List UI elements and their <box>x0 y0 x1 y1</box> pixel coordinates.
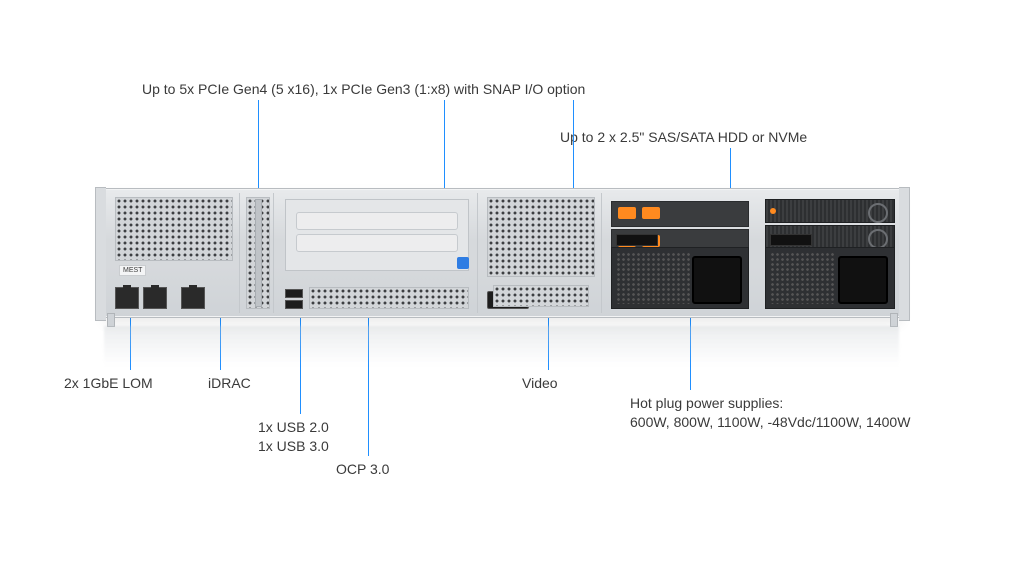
callout-hdd: Up to 2 x 2.5" SAS/SATA HDD or NVMe <box>560 128 807 147</box>
drive-led-icon <box>770 208 776 214</box>
lom-port-2 <box>143 287 167 309</box>
callout-usb-line1: 1x USB 2.0 <box>258 418 329 437</box>
zone-lom: MEST <box>109 193 240 313</box>
callout-ocp: OCP 3.0 <box>336 460 389 479</box>
foot-right <box>890 313 898 327</box>
release-tab-icon <box>642 207 660 219</box>
hdd-bay-1 <box>765 199 895 223</box>
zone-pcie-tall <box>243 193 274 313</box>
power-inlet-icon <box>692 256 742 304</box>
callout-psu-line2: 600W, 800W, 1100W, -48Vdc/1100W, 1400W <box>630 413 910 432</box>
zone-psu2 <box>759 193 895 313</box>
usb-stack <box>285 289 303 309</box>
callout-usb-line2: 1x USB 3.0 <box>258 437 329 456</box>
leader-line <box>444 100 445 200</box>
rack-ear-right <box>899 187 910 321</box>
lom-port-1 <box>115 287 139 309</box>
leader-line <box>573 100 574 200</box>
callout-idrac: iDRAC <box>208 374 251 393</box>
zone-riser <box>277 193 478 313</box>
zone-psu1 <box>605 193 755 313</box>
port-row <box>115 283 233 309</box>
callout-usb: 1x USB 2.0 1x USB 3.0 <box>258 418 329 456</box>
diagram-canvas: Up to 5x PCIe Gen4 (5 x16), 1x PCIe Gen3… <box>0 0 1024 561</box>
release-tab-icon <box>618 207 636 219</box>
pcie-slot-strip <box>255 199 262 307</box>
drive-blank-bar <box>611 201 749 227</box>
pcie-slot-h2 <box>296 234 458 252</box>
zone-video <box>481 193 602 313</box>
psu-rating-badge <box>770 234 812 246</box>
release-tab-icon <box>457 257 469 269</box>
psu-rating-badge <box>616 234 658 246</box>
riser-cage <box>285 199 469 271</box>
callout-lom: 2x 1GbE LOM <box>64 374 153 393</box>
psu-1 <box>611 247 749 309</box>
power-inlet-icon <box>838 256 888 304</box>
vent-strip <box>493 285 589 307</box>
floor-reflection <box>104 326 899 366</box>
usb-3-port <box>285 300 303 309</box>
foot-left <box>107 313 115 327</box>
callout-video: Video <box>522 374 558 393</box>
callout-psu-line1: Hot plug power supplies: <box>630 394 910 413</box>
ocp-slot <box>309 287 469 309</box>
idrac-port <box>181 287 205 309</box>
psu-grille <box>616 252 690 304</box>
riser-lower-ports <box>285 277 469 309</box>
pcie-slot-h1 <box>296 212 458 230</box>
psu-2 <box>765 247 895 309</box>
callout-psu: Hot plug power supplies: 600W, 800W, 110… <box>630 394 910 432</box>
vent-panel <box>487 197 595 277</box>
psu-grille <box>770 252 836 304</box>
mest-label: MEST <box>119 265 146 276</box>
vent-panel <box>115 197 233 261</box>
server-chassis: MEST <box>104 188 901 318</box>
usb-2-port <box>285 289 303 298</box>
callout-pcie: Up to 5x PCIe Gen4 (5 x16), 1x PCIe Gen3… <box>142 80 585 99</box>
rack-ear-left <box>95 187 106 321</box>
